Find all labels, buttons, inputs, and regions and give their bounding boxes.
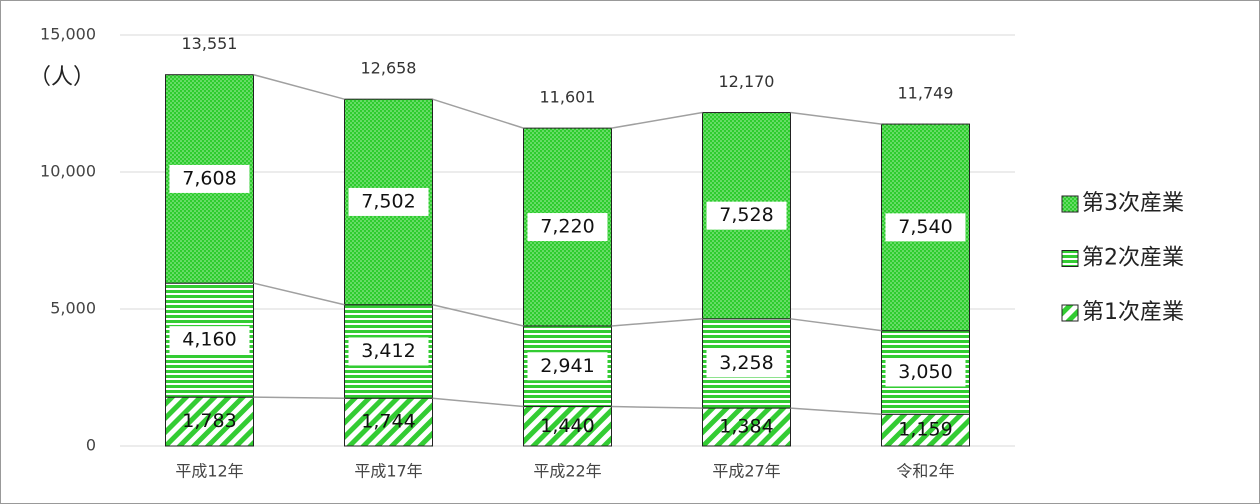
y-tick-label: 5,000 [50, 299, 96, 318]
data-label-bg [885, 358, 966, 387]
y-axis-label: （人） [29, 65, 95, 90]
data-label: 7,528 [719, 204, 773, 226]
total-label: 12,170 [719, 72, 775, 91]
bar-segment [702, 407, 791, 447]
legend-label: 第3次産業 [1082, 191, 1184, 216]
y-tick-label: 10,000 [40, 162, 96, 181]
data-label-bg [885, 213, 966, 242]
data-label-bg [348, 337, 429, 366]
data-label: 7,220 [540, 216, 594, 238]
data-label: 7,608 [182, 167, 236, 189]
legend-swatch [1061, 250, 1079, 267]
data-label: 3,258 [719, 352, 773, 374]
bar-segment [165, 396, 254, 447]
data-label-bg [169, 326, 250, 355]
series-line [790, 111, 882, 125]
total-label: 11,601 [540, 88, 596, 107]
legend-label: 第1次産業 [1082, 300, 1184, 325]
x-tick-label: 平成12年 [175, 462, 243, 481]
bar-segment [523, 406, 612, 447]
series-line [790, 318, 882, 332]
series-line [253, 73, 345, 100]
legend-swatch [1061, 195, 1079, 213]
data-label: 4,160 [182, 329, 236, 351]
data-label: 1,744 [361, 411, 415, 433]
y-tick-label: 15,000 [40, 25, 96, 44]
series-line [432, 98, 524, 129]
series-line [253, 282, 345, 306]
data-label: 1,783 [182, 410, 236, 432]
legend-label: 第2次産業 [1082, 246, 1184, 271]
series-line [611, 111, 703, 129]
total-label: 12,658 [361, 59, 417, 78]
data-label: 1,159 [898, 419, 952, 441]
x-tick-label: 令和2年 [896, 462, 954, 481]
total-label: 13,551 [182, 34, 238, 53]
data-label-bg [527, 213, 608, 242]
bar-segment [881, 413, 970, 447]
data-label: 7,502 [361, 190, 415, 212]
x-tick-label: 平成27年 [712, 462, 780, 481]
data-label: 3,050 [898, 361, 952, 383]
data-label: 1,384 [719, 416, 773, 438]
data-label-bg [348, 187, 429, 216]
x-tick-label: 平成22年 [533, 462, 601, 481]
series-line [253, 396, 345, 399]
data-label-bg [527, 352, 608, 381]
series-line [611, 405, 703, 409]
data-label-bg [706, 349, 787, 378]
legend-swatch [1061, 304, 1079, 322]
series-line [432, 397, 524, 408]
bar-segment [344, 397, 433, 447]
series-line [432, 303, 524, 327]
data-label: 3,412 [361, 340, 415, 362]
data-label-bg [169, 164, 250, 193]
y-tick-label: 0 [86, 436, 96, 455]
data-label: 7,540 [898, 216, 952, 238]
series-line [790, 407, 882, 415]
data-label: 1,440 [540, 415, 594, 437]
total-label: 11,749 [898, 84, 954, 103]
x-tick-label: 平成17年 [354, 462, 422, 481]
series-line [611, 318, 703, 327]
data-label: 2,941 [540, 355, 594, 377]
data-label-bg [706, 201, 787, 230]
